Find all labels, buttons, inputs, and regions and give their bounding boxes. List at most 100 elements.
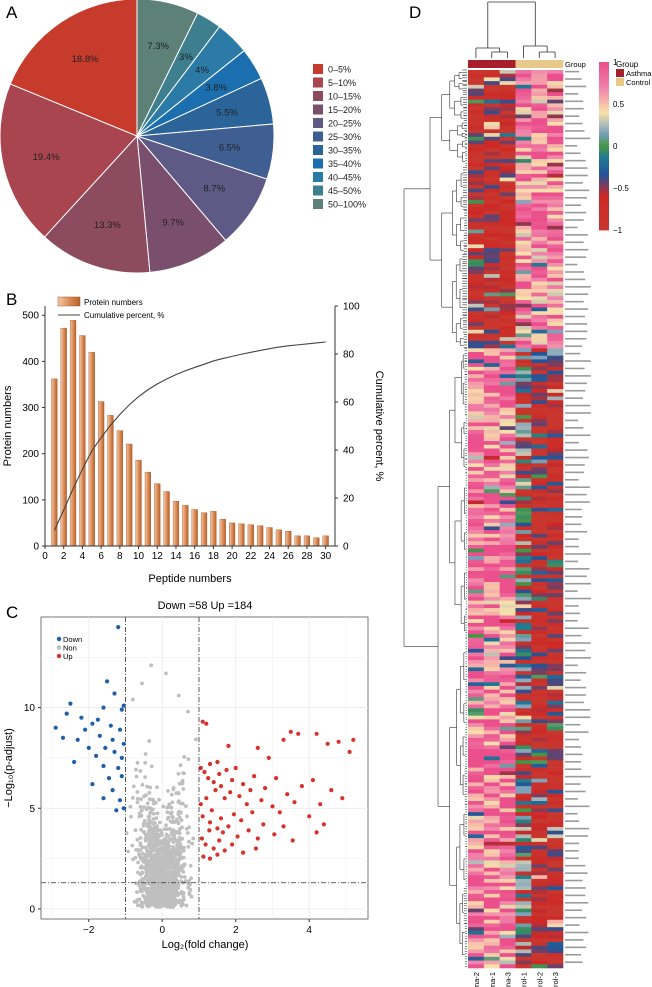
heatmap-cell [483,745,500,750]
heatmap-cell [468,329,485,334]
pie-slice [9,0,138,137]
colorbar-step [599,210,609,213]
heatmap-cell [483,645,500,650]
heatmap-cell [499,544,516,549]
row-label-mark [565,619,578,622]
heatmap-cell [515,674,532,679]
heatmap-cell [468,441,485,446]
heatmap-cell [531,763,548,768]
heatmap-cell [483,403,500,408]
heatmap-cell [483,181,500,186]
point-non [133,828,138,833]
heatmap-cell [499,507,516,512]
colorbar-step [599,162,609,165]
heatmap-cell [483,455,500,460]
heatmap-cell [547,934,564,939]
heatmap-cell [483,133,500,138]
heatmap-cell [468,396,485,401]
heatmap-cell [483,500,500,505]
heatmap-cell [547,786,564,791]
heatmap-cell [483,166,500,171]
heatmap-cell [483,875,500,880]
heatmap-cell [483,556,500,561]
column-label: Asthma-2 [472,972,481,987]
heatmap-cell [547,671,564,676]
heatmap-cell [547,363,564,368]
heatmap-cell [483,103,500,108]
heatmap-cell [531,719,548,724]
group-bar-cell [468,60,485,68]
heatmap-cell [483,864,500,869]
point-down [117,798,123,803]
point-up [336,739,341,744]
colorbar-tick-label: −0.5 [613,184,629,193]
row-label-mark [565,248,589,251]
heatmap-cell [547,689,564,694]
heatmap-cell [468,890,485,895]
heatmap-cell [468,578,485,583]
heatmap-cell [547,741,564,746]
heatmap-cell [515,133,532,138]
heatmap-cell [531,544,548,549]
colorbar-step [599,96,609,99]
heatmap-cell [499,314,516,319]
colorbar-step [599,114,609,117]
heatmap-cell [468,734,485,739]
heatmap-cell [547,262,564,267]
heatmap-cell [515,337,532,342]
heatmap-cell [515,563,532,568]
colorbar-step [599,124,609,127]
heatmap-cell [468,110,485,115]
heatmap-cell [515,259,532,264]
heatmap-cell [531,403,548,408]
heatmap-cell [515,578,532,583]
heatmap-cell [499,942,516,947]
heatmap-cell [483,593,500,598]
point-non [137,852,141,857]
heatmap-cell [483,685,500,690]
heatmap-cell [483,144,500,149]
point-non [185,814,189,819]
heatmap-cell [483,270,500,275]
legend-label: 25–30% [328,132,361,142]
heatmap-cell [483,385,500,390]
legend-label: Non [63,644,77,653]
heatmap-cell [515,593,532,598]
heatmap-cell [531,552,548,557]
bar [135,459,142,547]
heatmap-cell [483,70,500,75]
heatmap-cell [547,864,564,869]
point-down [116,625,121,630]
heatmap-cell [468,118,485,123]
point-up [211,780,216,785]
point-non [166,882,171,887]
heatmap-cell [531,615,548,620]
heatmap-cell [531,500,548,505]
heatmap-cell [531,674,548,679]
heatmap-cell [499,110,516,115]
heatmap-cell [547,890,564,895]
heatmap-cell [483,804,500,809]
point-non [126,849,130,854]
heatmap-cell [468,841,485,846]
heatmap-cell [499,964,516,969]
heatmap-cell [515,533,532,538]
colorbar-step [599,168,609,171]
bar [88,351,95,547]
colorbar-step [599,164,609,167]
point-non [135,890,139,895]
heatmap-cell [468,95,485,100]
point-non [186,845,191,849]
heatmap-cell [515,541,532,546]
heatmap-cell [468,849,485,854]
heatmap-cell [499,185,516,190]
heatmap-cell [547,723,564,728]
point-non [170,820,175,824]
heatmap-cell [547,470,564,475]
point-non [186,709,190,714]
heatmap-cell [499,211,516,216]
heatmap-cell [515,344,532,349]
heatmap-cell [483,648,500,653]
point-down [101,763,106,769]
heatmap-cell [499,277,516,282]
